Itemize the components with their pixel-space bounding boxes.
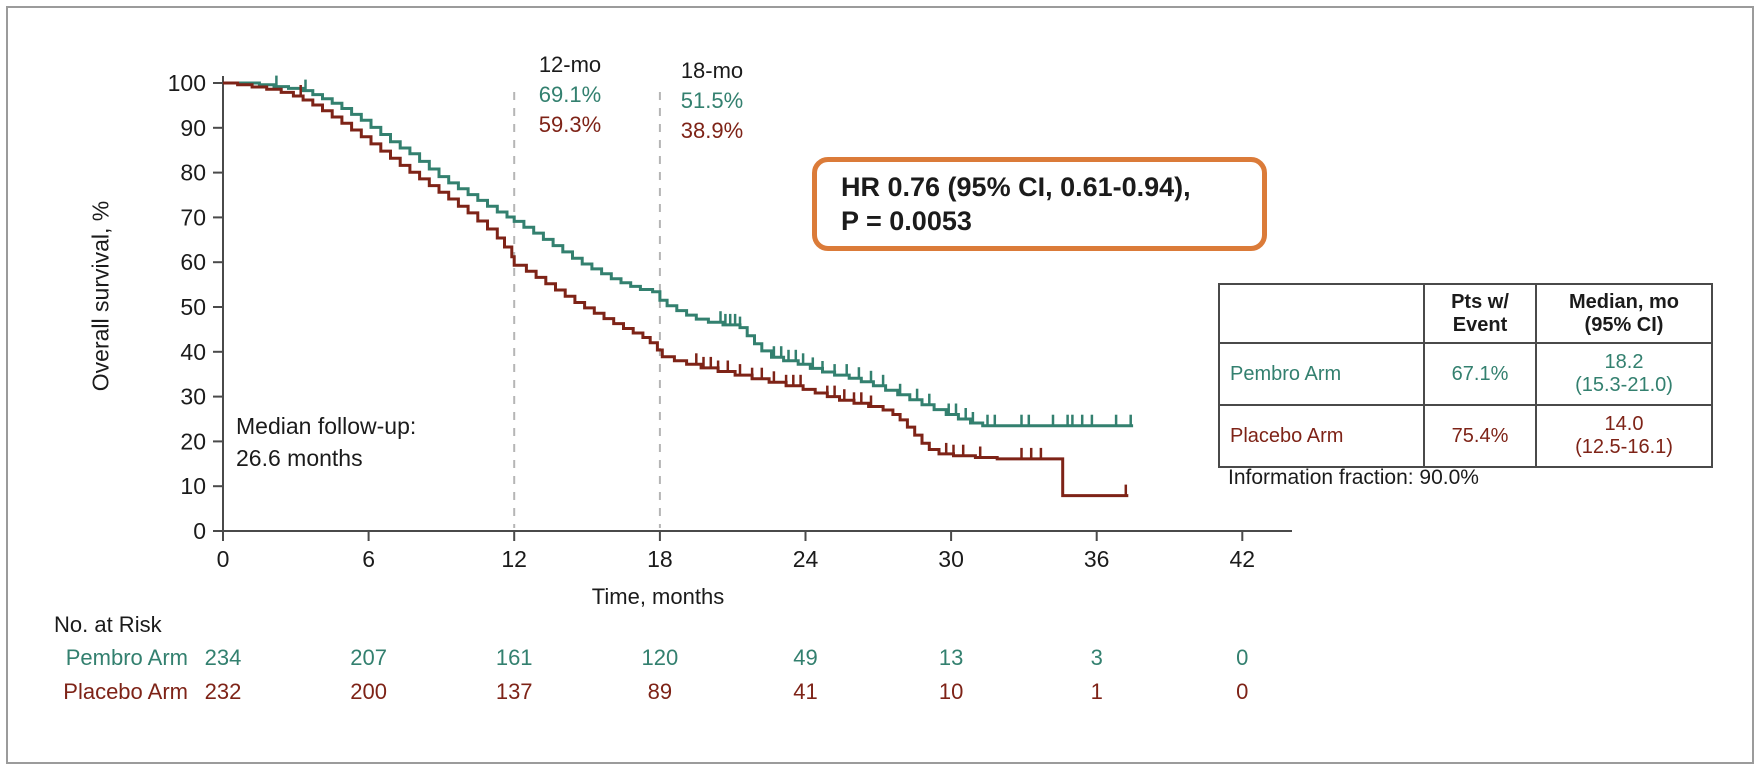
pembro-median-cell: 18.2 (15.3-21.0) — [1535, 342, 1713, 406]
survival-curve-pembro-arm — [223, 81, 1134, 428]
y-tick-label-50: 50 — [180, 294, 206, 320]
risk-count-pembro-arm-m6: 207 — [350, 645, 387, 670]
landmark-12mo-label: 12-mo — [538, 52, 602, 77]
header-median-cell: Median, mo (95% CI) — [1535, 283, 1713, 344]
risk-count-pembro-arm-m42: 0 — [1236, 645, 1249, 670]
x-tick-label-42: 42 — [1230, 546, 1256, 572]
pembro-median-ci: (15.3-21.0) — [1575, 374, 1673, 396]
risk-count-placebo-arm-m36: 1 — [1090, 679, 1103, 704]
risk-count-placebo-arm-m30: 10 — [938, 679, 964, 704]
header-pts-line2: Event — [1452, 313, 1508, 336]
x-tick-label-36: 36 — [1084, 546, 1110, 572]
y-tick-label-0: 0 — [193, 518, 206, 544]
outcome-summary-header-row: Pts w/ Event Median, mo (95% CI) — [1218, 283, 1713, 344]
hazard-ratio-line1: HR 0.76 (95% CI, 0.61-0.94), — [841, 172, 1191, 202]
hazard-ratio-line2: P = 0.0053 — [841, 206, 972, 236]
landmark-18mo-block: 18-mo 51.5% 38.9% — [647, 56, 777, 146]
risk-table-title: No. at Risk — [54, 612, 162, 637]
x-tick-label-18: 18 — [647, 546, 673, 572]
outcome-summary-table: Pts w/ Event Median, mo (95% CI) Pembro … — [1218, 283, 1713, 468]
y-tick-label-80: 80 — [180, 160, 206, 186]
pembro-pts-w-event: 67.1% — [1423, 342, 1537, 406]
x-tick-label-0: 0 — [217, 546, 230, 572]
placebo-pts-w-event: 75.4% — [1423, 404, 1537, 468]
risk-count-placebo-arm-m0: 232 — [204, 679, 242, 704]
risk-count-placebo-arm-m6: 200 — [350, 679, 387, 704]
landmark-18mo-label: 18-mo — [680, 58, 744, 83]
landmark-12mo-block: 12-mo 69.1% 59.3% — [505, 50, 635, 140]
header-median-line2: (95% CI) — [1584, 313, 1664, 336]
risk-row-label-pembro: Pembro Arm — [65, 645, 188, 670]
header-median-line1: Median, mo — [1568, 290, 1679, 313]
median-followup-line1: Median follow-up: — [236, 413, 417, 439]
landmark-18mo-pembro-value: 51.5% — [680, 88, 744, 113]
y-tick-label-100: 100 — [168, 70, 206, 96]
risk-count-placebo-arm-m18: 89 — [647, 679, 673, 704]
information-fraction-note: Information fraction: 90.0% — [1228, 466, 1479, 489]
placebo-median-value: 14.0 — [1604, 413, 1644, 435]
y-tick-label-40: 40 — [180, 339, 206, 365]
risk-count-placebo-arm-m42: 0 — [1236, 679, 1249, 704]
risk-count-pembro-arm-m18: 120 — [641, 645, 679, 670]
x-tick-label-24: 24 — [793, 546, 819, 572]
placebo-median-ci: (12.5-16.1) — [1575, 436, 1673, 458]
outcome-summary-row-pembro: Pembro Arm 67.1% 18.2 (15.3-21.0) — [1218, 342, 1713, 406]
y-tick-label-20: 20 — [180, 428, 206, 454]
figure-border — [6, 6, 1754, 764]
x-tick-label-6: 6 — [362, 546, 375, 572]
outcome-summary-row-placebo: Placebo Arm 75.4% 14.0 (12.5-16.1) — [1218, 404, 1713, 468]
pembro-median-value: 18.2 — [1604, 351, 1644, 373]
placebo-median-cell: 14.0 (12.5-16.1) — [1535, 404, 1713, 468]
risk-count-pembro-arm-m36: 3 — [1090, 645, 1103, 670]
survival-curve-placebo-arm — [223, 81, 1129, 498]
header-pts-w-event-cell: Pts w/ Event — [1423, 283, 1537, 344]
landmark-12mo-pembro-value: 69.1% — [538, 82, 602, 107]
y-tick-label-10: 10 — [180, 473, 206, 499]
median-followup-note: Median follow-up: 26.6 months — [236, 410, 416, 474]
y-tick-label-60: 60 — [180, 249, 206, 275]
y-tick-label-70: 70 — [180, 204, 206, 230]
y-axis-title: Overall survival, % — [87, 200, 114, 392]
y-tick-label-30: 30 — [180, 384, 206, 410]
risk-count-placebo-arm-m12: 137 — [495, 679, 533, 704]
risk-count-pembro-arm-m24: 49 — [793, 645, 818, 670]
risk-count-pembro-arm-m30: 13 — [938, 645, 964, 670]
landmark-18mo-placebo-value: 38.9% — [680, 118, 744, 143]
landmark-12mo-placebo-value: 59.3% — [538, 112, 602, 137]
risk-count-placebo-arm-m24: 41 — [793, 679, 818, 704]
pembro-arm-name: Pembro Arm — [1218, 342, 1425, 406]
risk-count-pembro-arm-m12: 161 — [495, 645, 533, 670]
placebo-arm-name: Placebo Arm — [1218, 404, 1425, 468]
hazard-ratio-callout: HR 0.76 (95% CI, 0.61-0.94), P = 0.0053 — [812, 157, 1267, 251]
x-tick-label-30: 30 — [938, 546, 964, 572]
header-arm-cell — [1218, 283, 1425, 344]
median-followup-line2: 26.6 months — [236, 445, 363, 471]
y-tick-label-90: 90 — [180, 115, 206, 141]
x-axis-title: Time, months — [591, 584, 725, 609]
risk-count-pembro-arm-m0: 234 — [204, 645, 242, 670]
header-pts-line1: Pts w/ — [1451, 290, 1509, 313]
x-tick-label-12: 12 — [501, 546, 527, 572]
risk-row-label-placebo: Placebo Arm — [63, 679, 188, 704]
